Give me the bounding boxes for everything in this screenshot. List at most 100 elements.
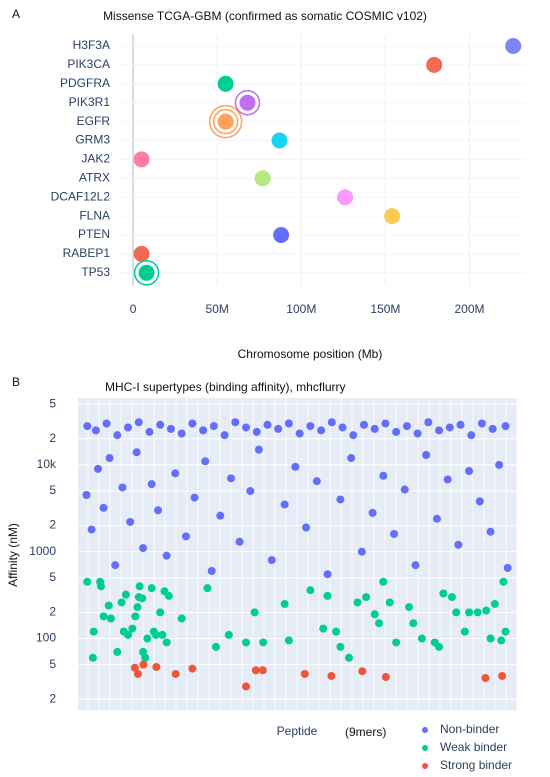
- y-tick-label: 2: [49, 605, 56, 619]
- point: [381, 419, 390, 428]
- point: [284, 636, 293, 645]
- point: [454, 540, 463, 549]
- point: [317, 426, 326, 435]
- point: [177, 614, 186, 623]
- point: [291, 462, 300, 471]
- point: [211, 642, 220, 651]
- legend-marker: [422, 763, 428, 769]
- bubble: [217, 75, 234, 92]
- bubble: [254, 170, 271, 187]
- point: [231, 418, 240, 427]
- point: [353, 598, 362, 607]
- legend-label: Weak binder: [440, 740, 507, 754]
- point: [158, 630, 167, 639]
- bubble: [337, 189, 354, 206]
- panel-label: A: [12, 7, 20, 21]
- bubble-ring: [133, 260, 160, 286]
- point: [482, 606, 491, 615]
- point: [447, 593, 456, 602]
- point: [190, 493, 199, 502]
- point: [323, 591, 332, 600]
- bubble: [138, 264, 155, 281]
- point: [435, 642, 444, 651]
- point: [267, 556, 276, 565]
- point: [413, 429, 422, 438]
- point: [300, 669, 309, 678]
- point: [94, 464, 103, 473]
- point: [306, 586, 315, 595]
- point: [501, 422, 510, 431]
- point: [188, 419, 197, 428]
- bubble: [384, 208, 401, 225]
- point: [102, 419, 111, 428]
- point: [130, 663, 139, 672]
- y-tick-label: 5: [49, 483, 56, 497]
- point: [284, 419, 293, 428]
- point: [435, 426, 444, 435]
- legend-marker: [422, 727, 428, 733]
- y-tick-label: 100: [36, 631, 56, 645]
- bubble-ring: [212, 108, 239, 135]
- point: [89, 627, 98, 636]
- point: [139, 660, 148, 669]
- point: [349, 431, 358, 440]
- point: [274, 424, 283, 433]
- point: [486, 634, 495, 643]
- point: [359, 420, 368, 429]
- point: [235, 537, 244, 546]
- bubble: [217, 113, 234, 130]
- point: [327, 671, 336, 680]
- point: [385, 598, 394, 607]
- y-tick-label: JAK2: [81, 152, 110, 166]
- y-tick-label: PDGFRA: [60, 76, 110, 90]
- x-tick-label: 200M: [454, 302, 484, 316]
- y-tick-label: GRM3: [75, 133, 110, 147]
- point: [503, 563, 512, 572]
- bubble: [271, 132, 288, 149]
- y-tick-label: 2: [49, 431, 56, 445]
- y-tick-label: PTEN: [78, 227, 110, 241]
- point: [156, 420, 165, 429]
- point: [357, 547, 366, 556]
- point: [134, 418, 143, 427]
- point: [133, 669, 142, 678]
- point: [117, 598, 126, 607]
- bubble: [273, 227, 290, 243]
- point: [432, 514, 441, 523]
- point: [121, 590, 130, 599]
- bubble: [426, 56, 443, 73]
- y-tick-label: TP53: [81, 265, 110, 279]
- point: [379, 577, 388, 586]
- y-tick-label: PIK3R1: [69, 95, 111, 109]
- point: [181, 532, 190, 541]
- point: [216, 511, 225, 520]
- point: [465, 467, 474, 476]
- point: [83, 577, 92, 586]
- bubble: [505, 38, 522, 54]
- x-axis-label: Peptide: [277, 724, 318, 738]
- bubble-ring: [234, 89, 261, 116]
- point: [131, 612, 140, 621]
- plot-background: [78, 398, 517, 710]
- point: [501, 627, 510, 636]
- point: [105, 454, 114, 463]
- point: [490, 599, 499, 608]
- y-tick-label: 1000: [29, 544, 56, 558]
- point: [242, 638, 251, 647]
- point: [82, 491, 91, 500]
- point: [199, 426, 208, 435]
- point: [156, 608, 165, 617]
- point: [201, 457, 210, 466]
- point: [467, 431, 476, 440]
- point: [171, 469, 180, 478]
- point: [280, 500, 289, 509]
- point: [424, 418, 433, 427]
- point: [151, 630, 160, 639]
- y-tick-label: 5: [49, 570, 56, 584]
- point: [439, 589, 448, 598]
- point: [135, 582, 144, 591]
- point: [203, 584, 212, 593]
- point: [132, 448, 141, 457]
- point: [473, 608, 482, 617]
